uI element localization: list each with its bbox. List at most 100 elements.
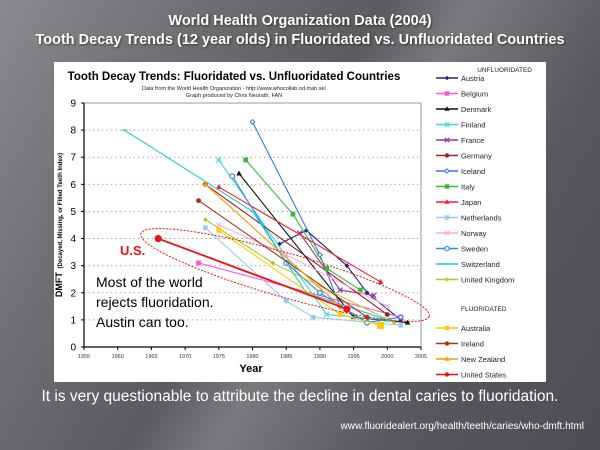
us-highlight-ellipse — [140, 228, 430, 322]
legend-label: United Kingdom — [461, 276, 514, 285]
legend-item-germany: Germany — [436, 152, 492, 161]
legend-item-united-states: United States — [436, 371, 506, 380]
legend-item-france: France — [436, 136, 484, 145]
data-point — [196, 260, 201, 266]
data-point — [215, 157, 222, 163]
legend-marker — [444, 325, 450, 331]
data-point — [376, 321, 385, 329]
legend-item-austria: Austria — [436, 74, 485, 83]
legend-marker — [444, 372, 450, 377]
x-tick-label: 1990 — [314, 354, 326, 360]
y-tick-label: 5 — [70, 207, 76, 218]
series-lines — [122, 118, 411, 329]
legend-marker — [444, 121, 450, 128]
slide-title-line1: World Health Organization Data (2004) — [168, 13, 432, 29]
series-australia — [216, 228, 385, 329]
legend-marker — [444, 106, 450, 111]
legend-item-sweden: Sweden — [436, 245, 488, 254]
x-tick-label: 1965 — [145, 354, 157, 360]
y-axis-label-sub: (Decayed, Missing, or Filled Teeth Index… — [58, 153, 64, 269]
legend-label: Norway — [461, 229, 487, 238]
source-link[interactable]: www.fluoridealert.org/health/teeth/carie… — [340, 421, 584, 432]
legend-marker — [444, 153, 450, 158]
series-united-kingdom — [202, 217, 397, 325]
legend-label: Switzerland — [461, 260, 500, 269]
legend-label: Finland — [461, 121, 486, 130]
x-tick-label: 1970 — [179, 354, 191, 360]
chart-subtitle-2: Graph produced by Chris Neurath, FAN — [186, 93, 282, 99]
data-point — [202, 225, 208, 231]
y-tick-label: 2 — [70, 288, 76, 299]
series-line — [157, 237, 348, 310]
y-tick-label: 6 — [70, 180, 76, 191]
legend-label: Australia — [461, 324, 491, 333]
data-point — [377, 278, 384, 284]
y-axis-label-main: DMFT — [54, 272, 64, 297]
data-point — [337, 287, 343, 293]
legend-label: Netherlands — [461, 214, 502, 223]
x-tick-label: 1960 — [112, 354, 124, 360]
slide-title-line2: Tooth Decay Trends (12 year olds) in Flu… — [35, 32, 565, 48]
x-tick-label: 2000 — [381, 354, 393, 360]
legend-item-iceland: Iceland — [436, 167, 485, 176]
legend-item-ireland: Ireland — [436, 340, 484, 349]
legend-marker — [444, 356, 450, 361]
data-point — [296, 230, 303, 236]
series-line — [204, 227, 401, 326]
series-germany — [202, 181, 390, 317]
legend-label: United States — [461, 371, 506, 380]
legend-marker — [444, 91, 450, 96]
data-point — [283, 298, 289, 304]
x-axis-label: Year — [239, 363, 263, 375]
data-point — [216, 228, 222, 233]
data-point — [316, 289, 323, 296]
legend-label: Iceland — [461, 167, 485, 176]
legend-marker — [444, 341, 450, 346]
legend-item-switzerland: Switzerland — [436, 260, 500, 269]
data-point — [154, 234, 162, 243]
y-tick-label: 7 — [70, 153, 76, 164]
series-united-states — [154, 234, 351, 313]
legend-label: Denmark — [461, 105, 492, 114]
data-point — [404, 319, 411, 325]
chart-panel — [54, 62, 546, 382]
series-line — [252, 121, 401, 324]
legend-item-belgium: Belgium — [436, 90, 488, 99]
message-line-1: Most of the world — [96, 274, 203, 290]
data-point — [202, 217, 208, 222]
y-tick-label: 9 — [70, 99, 76, 110]
message-line-3: Austin can too. — [96, 314, 189, 330]
data-point — [229, 173, 236, 180]
data-point — [310, 314, 316, 320]
message-line-2: rejects fluoridation. — [96, 294, 214, 310]
data-point — [323, 311, 330, 318]
legend-item-finland: Finland — [436, 121, 486, 130]
axes: 0 1 2 3 4 5 6 7 8 9 1955 1960 1965 1970 1975 1980 1985 19… — [70, 99, 427, 361]
legend-label: New Zealand — [461, 355, 505, 364]
legend-marker — [444, 75, 450, 81]
data-point — [391, 320, 397, 325]
data-point — [344, 263, 350, 269]
x-tick-label: 1985 — [280, 354, 292, 360]
legend-label: Ireland — [461, 340, 484, 349]
legend-marker — [444, 215, 450, 220]
chart-subtitle-1: Data from the World Health Organization … — [142, 86, 327, 92]
x-tick-label: 1975 — [213, 354, 225, 360]
legend-title-unfluoridated: UNFLUORIDATED — [477, 67, 532, 74]
legend-marker — [444, 277, 450, 282]
series-line — [204, 183, 341, 307]
slide-caption: It is very questionable to attribute the… — [41, 388, 559, 405]
data-point — [249, 118, 256, 126]
legend-item-norway: Norway — [436, 229, 487, 238]
data-point — [270, 260, 276, 266]
y-tick-label: 8 — [70, 126, 76, 137]
data-point — [384, 303, 391, 310]
data-point — [357, 287, 363, 293]
series-line — [205, 183, 388, 315]
y-tick-label: 1 — [70, 315, 76, 326]
svg-text:DMFT (Decayed, Missing,: DMFT (Decayed, Missing, or Filled Teeth … — [54, 153, 64, 297]
legend-marker — [444, 184, 450, 189]
series-line — [198, 262, 401, 318]
series-line — [245, 159, 361, 291]
legend-label: Austria — [461, 74, 485, 83]
